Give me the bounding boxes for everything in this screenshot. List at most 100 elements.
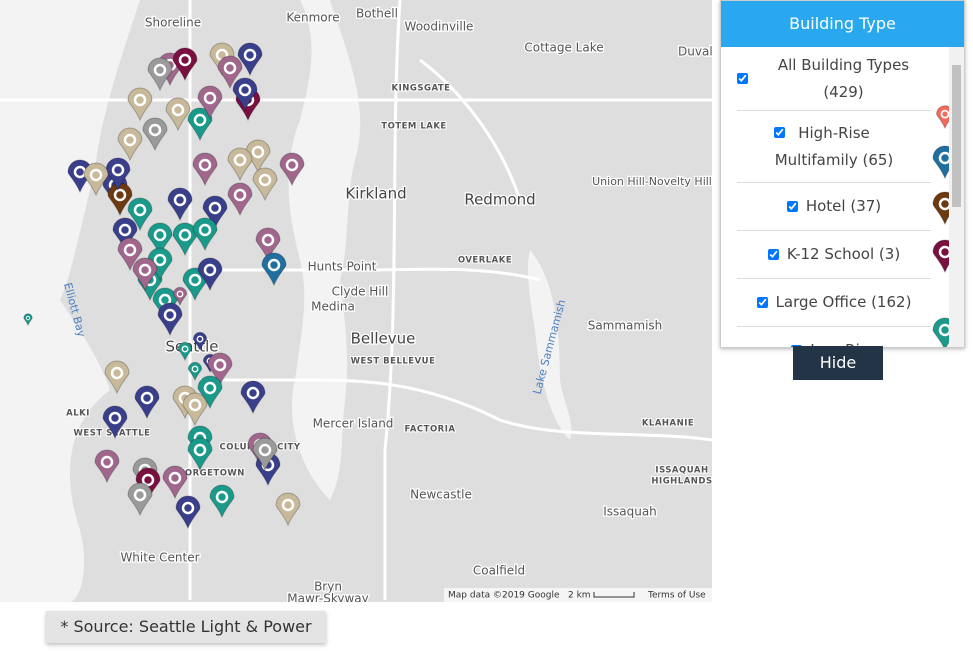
place-label: White Center	[120, 551, 199, 565]
puget-sound	[0, 0, 140, 602]
pin-dot	[153, 253, 167, 267]
pin-dot	[110, 366, 124, 380]
pin-dot	[148, 123, 162, 137]
pin-dot	[243, 48, 257, 62]
pin-dot	[203, 263, 217, 277]
pin-dot	[133, 93, 147, 107]
type-item[interactable]: Low-Rise	[737, 327, 931, 347]
place-label: Cottage Lake	[524, 41, 603, 55]
checkbox[interactable]	[786, 201, 798, 212]
pin-dot	[178, 228, 192, 242]
type-item[interactable]: High-Rise Multifamily (65)	[737, 111, 958, 183]
place-label: Shoreline	[145, 16, 201, 30]
pin-dot	[141, 473, 155, 487]
place-label: Hunts Point	[308, 260, 377, 274]
pin-dot	[188, 398, 202, 412]
pin-dot	[191, 365, 199, 373]
pin-dot	[215, 490, 229, 504]
pin-dot	[168, 471, 182, 485]
pin-dot	[196, 335, 204, 343]
pin-dot	[258, 443, 272, 457]
pin-dot	[251, 145, 265, 159]
place-label: Bothell	[356, 7, 398, 21]
scrollbar[interactable]	[949, 47, 964, 347]
terms-link[interactable]: Terms of Use	[647, 591, 706, 601]
map[interactable]: Shoreline Kenmore Bothell Woodinville Co…	[0, 0, 712, 602]
place-label: Woodinville	[405, 20, 474, 34]
pin-dot	[258, 173, 272, 187]
pin-dot	[118, 223, 132, 237]
place-label: KLAHANIE	[642, 419, 694, 429]
pin-dot	[193, 113, 207, 127]
checkbox[interactable]	[737, 73, 748, 84]
place-label: WEST BELLEVUE	[351, 357, 436, 367]
place-label: Duvall	[678, 45, 712, 59]
pin-dot	[261, 233, 275, 247]
place-label: GEORGETOWN	[171, 469, 245, 479]
checkbox[interactable]	[774, 127, 785, 138]
place-label: FACTORIA	[405, 425, 456, 435]
pin-dot	[73, 165, 87, 179]
lake-washington	[288, 0, 361, 500]
place-label: Newcastle	[410, 488, 472, 502]
legend-panel: Building Type All Building Types (429) H…	[720, 0, 965, 348]
type-item[interactable]: Large Office (162)	[737, 279, 958, 347]
pin-dot	[267, 258, 281, 272]
scale-bar	[593, 592, 635, 598]
pin-dot	[133, 488, 147, 502]
pin-dot	[171, 103, 185, 117]
pin-dot	[238, 83, 252, 97]
type-item[interactable]: All Building Types (429)	[737, 47, 954, 129]
roads	[0, 0, 712, 600]
place-label: Mercer Island	[313, 417, 394, 431]
pin-dot	[198, 158, 212, 172]
checkbox[interactable]	[756, 297, 768, 308]
type-label: High-Rise Multifamily (65)	[774, 123, 894, 169]
type-label: All Building Types (429)	[777, 55, 910, 101]
scroll-thumb[interactable]	[952, 65, 961, 207]
pin-dot	[246, 386, 260, 400]
pin-dot	[111, 163, 125, 177]
type-label: Low-Rise	[810, 337, 877, 347]
pin-dot	[100, 455, 114, 469]
pin-dot	[140, 391, 154, 405]
place-label: ALKI	[66, 409, 90, 419]
place-label: Bellevue	[351, 330, 416, 348]
lake-sammamish	[527, 250, 572, 440]
pin-layer	[23, 42, 305, 530]
pin-dot	[25, 315, 31, 321]
panel-title: Building Type	[721, 1, 964, 47]
place-label: HIGHLANDS	[651, 477, 712, 487]
place-label: Union Hill-Novelty Hill	[592, 175, 712, 188]
type-list: All Building Types (429) High-Rise Multi…	[737, 47, 958, 347]
place-label: ISSAQUAH	[655, 466, 708, 476]
scale-label: 2 km	[568, 591, 591, 601]
pin-dot	[153, 228, 167, 242]
pin-dot	[173, 193, 187, 207]
place-label: KINGSGATE	[392, 84, 451, 94]
pin-dot	[223, 61, 237, 75]
place-label: WEST SEATTLE	[74, 429, 151, 439]
attribution-bar	[444, 588, 712, 602]
place-label: TOTEM LAKE	[381, 122, 446, 132]
pin-dot	[153, 63, 167, 77]
pin-dot	[940, 109, 950, 119]
type-label: K-12 School (3)	[786, 245, 901, 263]
checkbox[interactable]	[767, 249, 779, 260]
type-item[interactable]: K-12 School (3)	[737, 231, 958, 279]
pin-dot	[208, 201, 222, 215]
pin-dot	[233, 188, 247, 202]
place-label: Kenmore	[286, 11, 339, 25]
type-item[interactable]: Hotel (37)	[737, 183, 958, 231]
hide-button[interactable]: Hide	[793, 346, 883, 380]
pin-dot	[108, 411, 122, 425]
pin-dot	[176, 290, 184, 298]
place-label: Bryn	[314, 580, 342, 594]
place-label: Seattle	[165, 338, 218, 356]
pin-dot	[181, 345, 189, 353]
type-label: Large Office (162)	[775, 293, 912, 311]
pin-dot	[123, 243, 137, 257]
place-label: Redmond	[464, 191, 535, 209]
